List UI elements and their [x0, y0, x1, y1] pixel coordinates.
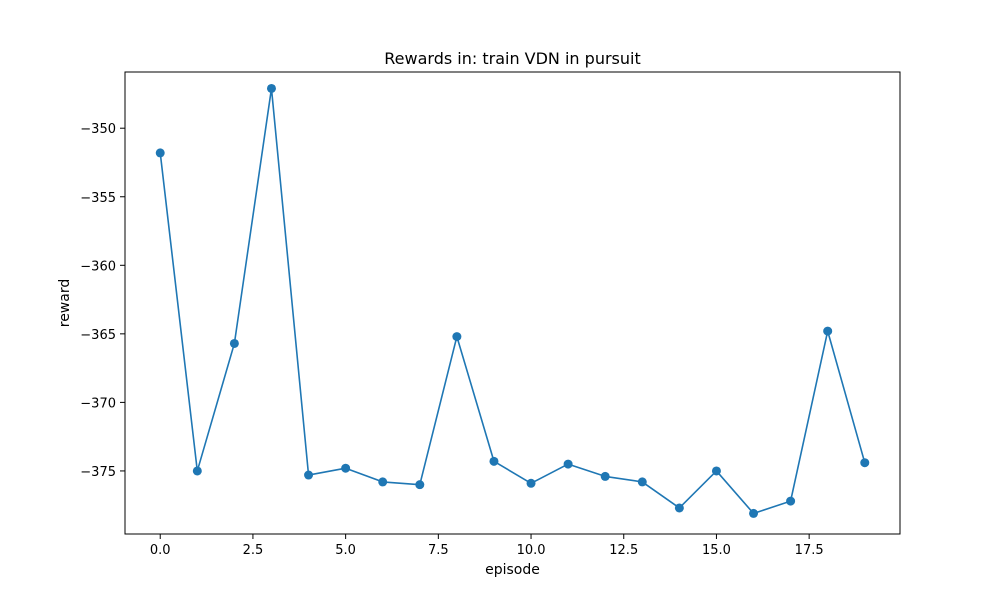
data-point	[786, 496, 796, 506]
data-point	[304, 470, 314, 480]
data-point	[749, 508, 759, 518]
data-point	[860, 458, 870, 468]
x-tick-label: 15.0	[702, 543, 731, 558]
data-point	[711, 466, 721, 476]
data-point	[526, 478, 536, 488]
y-tick-label: −360	[80, 259, 116, 274]
series-layer	[155, 83, 870, 518]
plot-frame	[124, 71, 901, 535]
y-axis-label: reward	[57, 279, 73, 328]
data-point	[600, 471, 610, 481]
y-tick-label: −355	[80, 191, 116, 206]
data-point	[489, 456, 499, 466]
data-point	[378, 477, 388, 487]
x-tick-label: 10.0	[517, 543, 546, 558]
plot-area	[125, 72, 900, 534]
data-point	[341, 463, 351, 473]
y-tick-label: −365	[80, 328, 116, 343]
data-point	[155, 148, 165, 158]
x-axis-label: episode	[485, 562, 540, 578]
data-point	[674, 503, 684, 513]
data-point	[229, 338, 239, 348]
x-axis-ticks: 0.0 2.5 5.0 7.5 10.0 12.5 15.0 17.5	[150, 534, 824, 558]
x-tick-label: 7.5	[428, 543, 449, 558]
y-axis-ticks: −350 −355 −360 −365 −370 −375	[80, 122, 125, 480]
data-point	[192, 466, 202, 476]
y-tick-label: −375	[80, 465, 116, 480]
y-tick-label: −370	[80, 396, 116, 411]
x-tick-label: 5.0	[335, 543, 356, 558]
x-tick-label: 17.5	[795, 543, 824, 558]
data-point	[563, 459, 573, 469]
x-tick-label: 0.0	[150, 543, 171, 558]
data-point	[823, 326, 833, 336]
x-tick-label: 12.5	[609, 543, 638, 558]
chart-title: Rewards in: train VDN in pursuit	[384, 49, 640, 68]
data-point	[452, 332, 462, 342]
data-point	[637, 477, 647, 487]
x-tick-label: 2.5	[243, 543, 264, 558]
data-point	[415, 480, 425, 490]
reward-series-line	[159, 87, 866, 515]
data-point	[266, 83, 276, 93]
y-tick-label: −350	[80, 122, 116, 137]
